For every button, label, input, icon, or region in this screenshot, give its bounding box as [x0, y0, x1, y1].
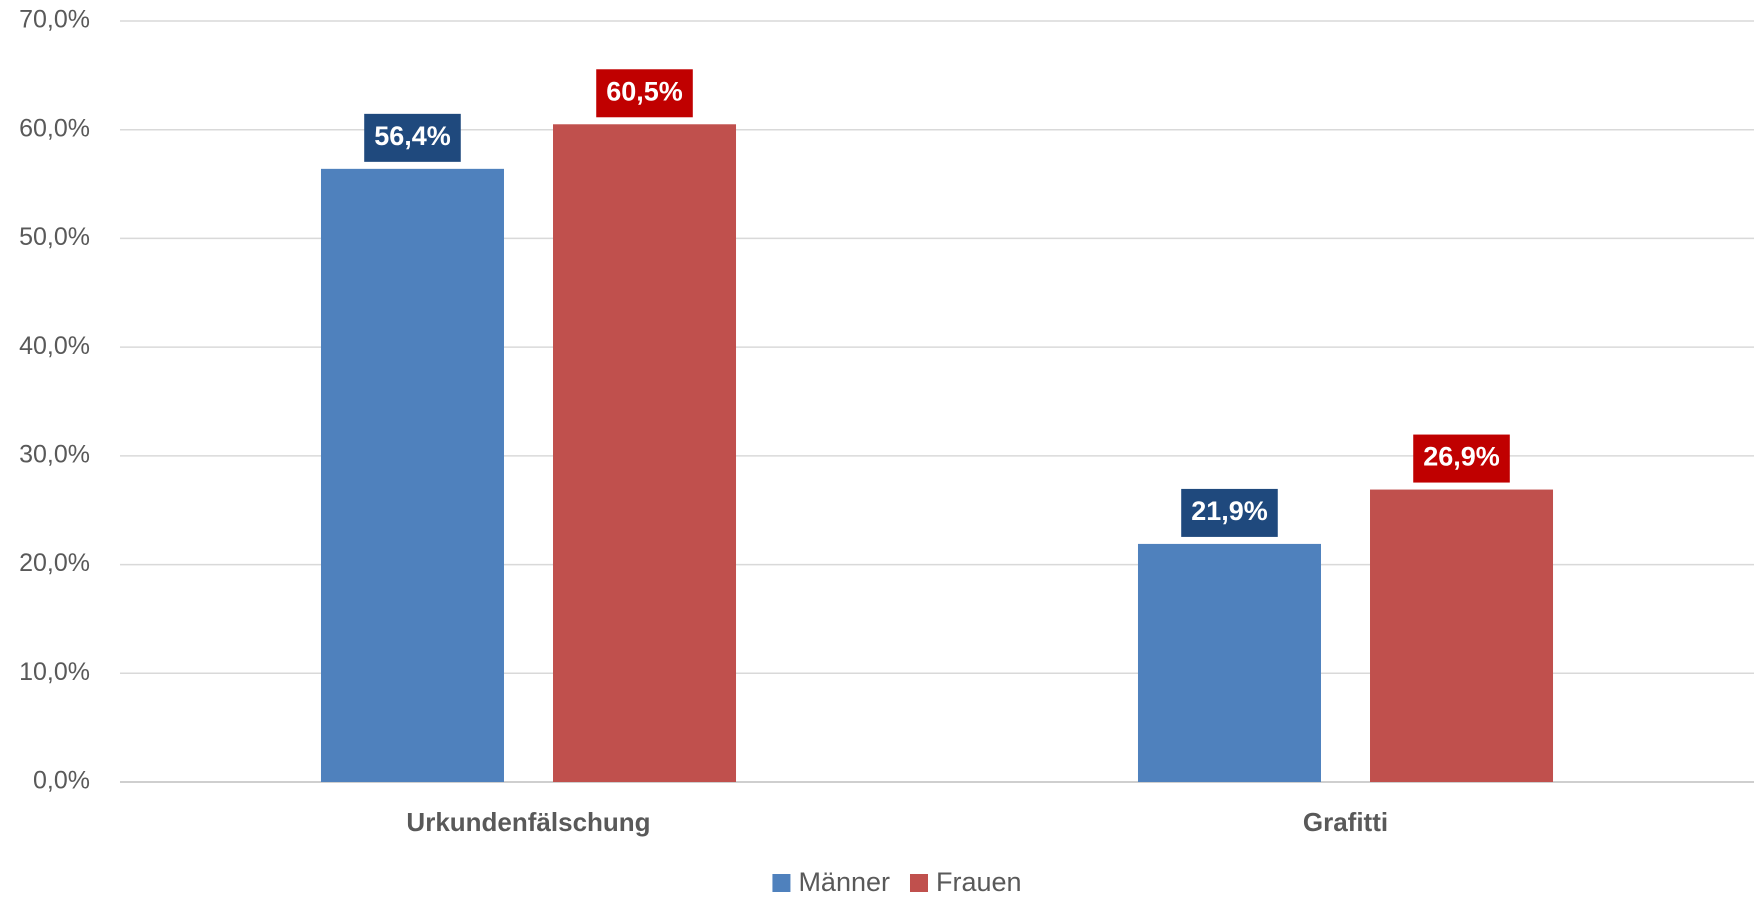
y-tick-label: 60,0% [19, 114, 90, 142]
value-label-box [1181, 488, 1278, 537]
legend-label: Männer [798, 867, 890, 897]
y-tick-label: 10,0% [19, 658, 90, 686]
value-label-box [596, 69, 693, 118]
y-tick-label: 0,0% [33, 767, 90, 795]
bar [320, 168, 504, 782]
y-tick-label: 30,0% [19, 440, 90, 468]
legend-label: Frauen [936, 867, 1022, 897]
x-tick-label: Urkundenfälschung [406, 807, 650, 837]
y-tick-label: 40,0% [19, 332, 90, 360]
y-tick-label: 70,0% [19, 6, 90, 34]
value-label: 21,9% [1191, 496, 1268, 526]
value-label: 60,5% [606, 76, 683, 106]
x-tick-label: Grafitti [1303, 807, 1388, 837]
y-tick-label: 20,0% [19, 549, 90, 577]
value-label: 56,4% [374, 121, 451, 151]
bar [1137, 543, 1321, 782]
bar [1370, 489, 1554, 782]
value-label-box [364, 113, 461, 162]
value-label: 26,9% [1423, 442, 1500, 472]
y-tick-label: 50,0% [19, 223, 90, 251]
value-label-box [1413, 434, 1510, 483]
bar [553, 124, 737, 783]
legend-swatch [909, 874, 928, 892]
legend-swatch [772, 874, 791, 892]
